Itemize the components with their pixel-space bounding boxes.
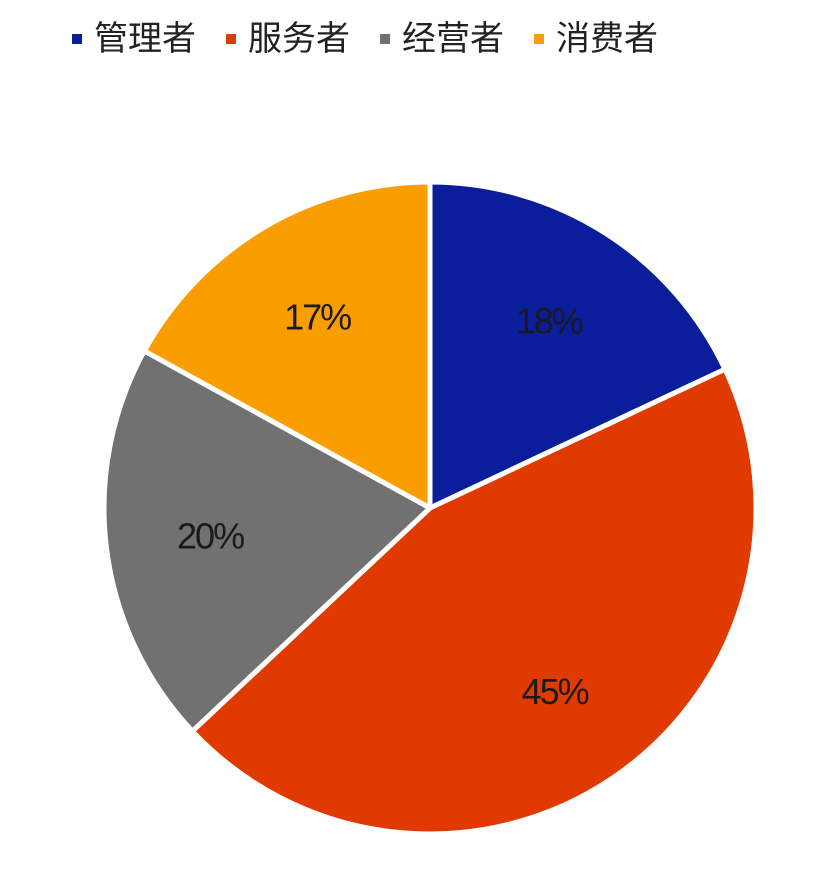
legend-item: 服务者 bbox=[226, 22, 350, 56]
slice-labels: 18% 45% 20% 17% bbox=[177, 297, 591, 712]
legend-swatch bbox=[534, 34, 544, 44]
legend-swatch bbox=[72, 34, 82, 44]
pie-slice bbox=[141, 179, 433, 511]
legend-label: 经营者 bbox=[402, 19, 504, 59]
legend-label: 服务者 bbox=[248, 19, 350, 59]
legend-swatch bbox=[226, 34, 236, 44]
slice-label: 18% bbox=[516, 300, 583, 341]
legend-item: 经营者 bbox=[380, 22, 504, 56]
legend-item: 管理者 bbox=[72, 22, 196, 56]
legend-swatch bbox=[380, 34, 390, 44]
legend-label: 消费者 bbox=[556, 19, 658, 59]
pie-slice bbox=[189, 366, 759, 837]
chart-legend: 管理者 服务者 经营者 消费者 bbox=[72, 14, 812, 64]
slice-label: 45% bbox=[522, 671, 589, 712]
slice-label: 20% bbox=[177, 515, 244, 556]
slice-label: 17% bbox=[284, 297, 351, 338]
pie-slice bbox=[427, 179, 728, 511]
legend-label: 管理者 bbox=[94, 19, 196, 59]
pie-slice bbox=[101, 348, 433, 734]
legend-item: 消费者 bbox=[534, 22, 658, 56]
